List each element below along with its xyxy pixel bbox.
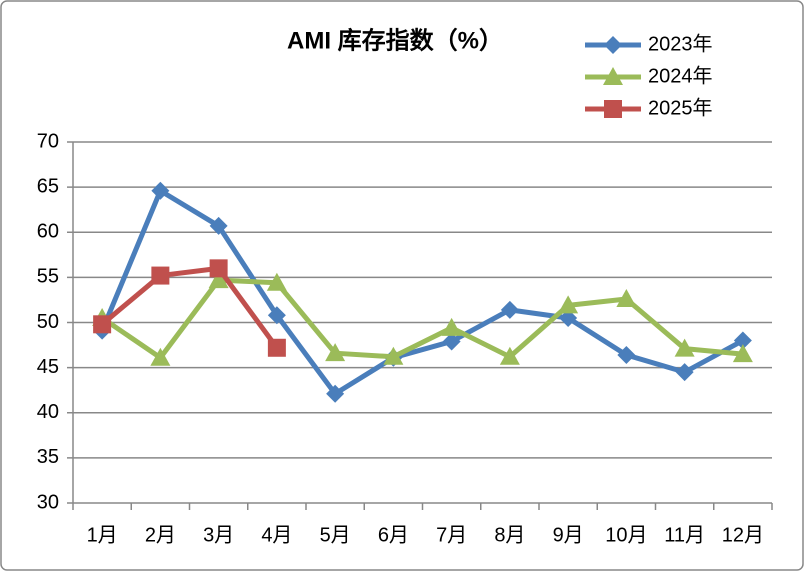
x-tick-label: 8月: [494, 524, 525, 546]
marker: [325, 343, 346, 362]
marker: [209, 259, 228, 278]
x-tick-label: 5月: [320, 524, 351, 546]
x-tick-label: 3月: [203, 524, 234, 546]
marker: [675, 363, 694, 382]
x-tick-label: 6月: [378, 524, 409, 546]
marker: [267, 306, 286, 325]
marker: [93, 315, 112, 334]
marker: [603, 67, 623, 85]
y-tick-label: 65: [37, 175, 59, 197]
series-line: [100, 277, 744, 361]
x-tick-label: 10月: [605, 524, 647, 546]
marker: [674, 338, 695, 357]
x-tick-label: 7月: [436, 524, 467, 546]
marker: [266, 272, 287, 291]
marker: [442, 332, 461, 351]
legend-label: 2023年: [648, 32, 713, 55]
marker: [732, 344, 753, 363]
y-tick-label: 60: [37, 221, 59, 243]
legend-label: 2025年: [648, 96, 713, 119]
marker: [559, 308, 578, 327]
marker: [208, 270, 229, 289]
x-tick-label: 2月: [145, 524, 176, 546]
x-tick-label: 11月: [664, 524, 705, 546]
marker: [441, 317, 462, 336]
chart-title: AMI 库存指数（%）: [287, 27, 503, 54]
series-line: [100, 265, 279, 350]
x-tick-label: 9月: [553, 524, 584, 546]
legend-label: 2024年: [648, 64, 713, 87]
y-tick-label: 50: [37, 311, 59, 333]
y-tick-label: 55: [37, 266, 59, 288]
marker: [733, 331, 752, 350]
marker: [150, 347, 171, 366]
marker: [616, 289, 637, 308]
marker: [617, 345, 636, 364]
marker: [604, 36, 622, 54]
marker: [326, 384, 345, 403]
marker: [500, 300, 519, 319]
marker: [151, 266, 170, 285]
x-tick-label: 12月: [722, 524, 764, 546]
marker: [558, 295, 579, 314]
y-tick-label: 45: [37, 356, 59, 378]
y-tick-label: 35: [37, 446, 59, 468]
marker: [267, 338, 286, 357]
marker: [499, 346, 520, 365]
y-tick-label: 30: [37, 491, 59, 513]
series-line: [99, 188, 745, 397]
x-tick-label: 1月: [87, 524, 118, 546]
x-tick-label: 4月: [261, 524, 292, 546]
y-tick-label: 40: [37, 401, 59, 423]
marker: [209, 216, 228, 235]
marker: [383, 346, 404, 365]
marker: [151, 181, 170, 200]
y-tick-label: 70: [37, 130, 59, 152]
marker: [604, 100, 622, 118]
